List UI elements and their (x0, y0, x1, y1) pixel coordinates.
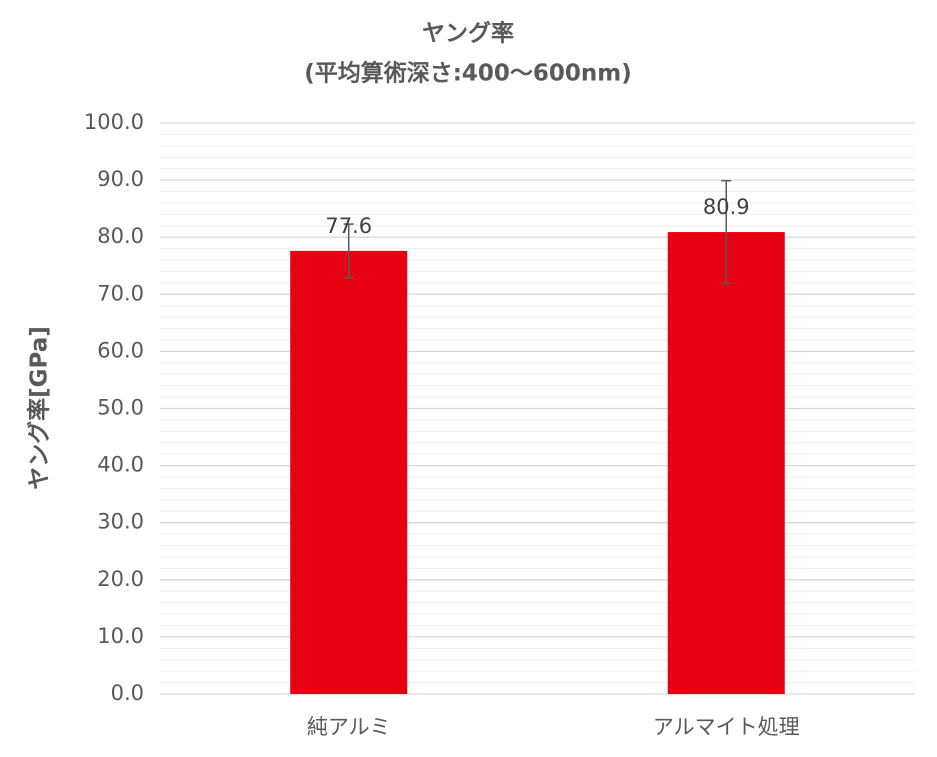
data-label: 77.6 (325, 214, 372, 238)
y-tick-label: 30.0 (97, 510, 144, 534)
error-bar (343, 223, 354, 279)
bar (667, 232, 785, 694)
data-label: 80.9 (703, 195, 750, 219)
y-tick-label: 50.0 (97, 396, 144, 420)
y-tick-label: 60.0 (97, 338, 144, 362)
error-bar (721, 179, 732, 285)
y-tick-label: 100.0 (84, 110, 144, 134)
y-tick-label: 20.0 (97, 567, 144, 591)
chart-subtitle: (平均算術深さ:400～600nm) (304, 60, 632, 87)
x-tick-label: 純アルミ (307, 715, 391, 739)
y-axis-label: ヤング率[GPa] (26, 326, 53, 490)
y-tick-label: 80.0 (97, 224, 144, 248)
x-tick-label: アルマイト処理 (653, 715, 800, 739)
y-tick-label: 40.0 (97, 453, 144, 477)
chart-title: ヤング率 (422, 20, 514, 47)
y-tick-label: 10.0 (97, 624, 144, 648)
y-tick-label: 90.0 (97, 167, 144, 191)
y-tick-label: 70.0 (97, 281, 144, 305)
bar (290, 250, 408, 695)
y-tick-label: 0.0 (111, 681, 144, 705)
